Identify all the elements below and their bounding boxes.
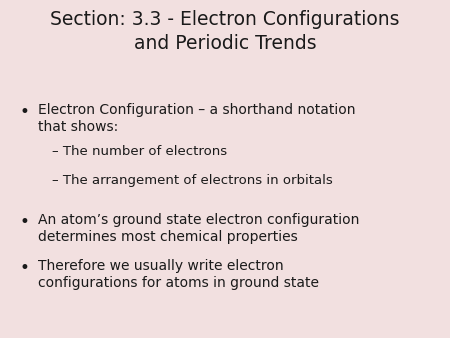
- Text: – The number of electrons: – The number of electrons: [52, 145, 227, 158]
- Text: Section: 3.3 - Electron Configurations
and Periodic Trends: Section: 3.3 - Electron Configurations a…: [50, 10, 400, 53]
- Text: •: •: [20, 213, 30, 231]
- Text: •: •: [20, 103, 30, 121]
- Text: •: •: [20, 259, 30, 276]
- Text: Therefore we usually write electron
configurations for atoms in ground state: Therefore we usually write electron conf…: [38, 259, 319, 290]
- Text: An atom’s ground state electron configuration
determines most chemical propertie: An atom’s ground state electron configur…: [38, 213, 360, 244]
- Text: – The arrangement of electrons in orbitals: – The arrangement of electrons in orbita…: [52, 174, 333, 187]
- Text: Electron Configuration – a shorthand notation
that shows:: Electron Configuration – a shorthand not…: [38, 103, 356, 135]
